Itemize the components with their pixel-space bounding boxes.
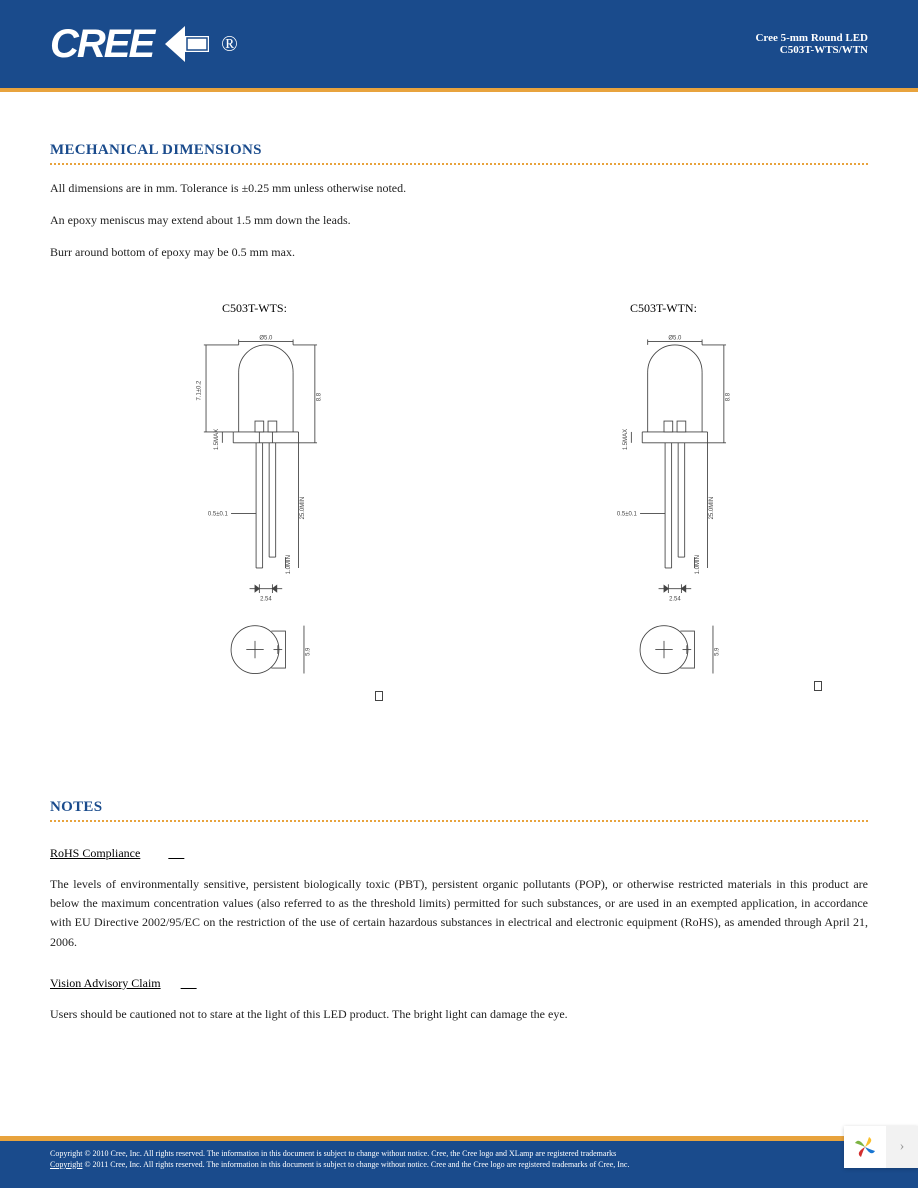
header-title-1: Cree 5-mm Round LED: [755, 32, 868, 44]
logo-text: CREE: [50, 22, 153, 67]
dim-note-2: An epoxy meniscus may extend about 1.5 m…: [50, 211, 868, 229]
footer-line-2: Copyright © 2011 Cree, Inc. All rights r…: [50, 1160, 868, 1170]
svg-text:0.5±0.1: 0.5±0.1: [616, 512, 637, 518]
chevron-right-icon[interactable]: ›: [886, 1126, 918, 1168]
diagram-wtn: C503T-WTN:: [554, 301, 774, 709]
svg-text:2.54: 2.54: [669, 597, 681, 603]
notes-rohs-text: The levels of environmentally sensitive,…: [50, 875, 868, 952]
diagram-wts: C503T-WTS:: [145, 301, 365, 709]
footer-copyright: Copyright © 2010 Cree, Inc. All rights r…: [0, 1141, 918, 1188]
svg-text:1.0MIN: 1.0MIN: [694, 555, 700, 574]
svg-text:Ø5.0: Ø5.0: [668, 335, 682, 341]
logo-icon: [163, 24, 211, 64]
svg-text:25.0MIN: 25.0MIN: [708, 497, 714, 520]
page-footer: Copyright © 2010 Cree, Inc. All rights r…: [0, 1136, 918, 1188]
svg-text:5.9: 5.9: [305, 647, 311, 656]
marker-box: [814, 681, 822, 691]
corner-widget[interactable]: ›: [844, 1126, 918, 1168]
notes-vision-text: Users should be cautioned not to stare a…: [50, 1005, 868, 1023]
svg-text:1.5MAX: 1.5MAX: [214, 429, 220, 450]
section-title-notes: NOTES: [50, 799, 868, 822]
led-drawing-wtn: Ø5.0 8.8 1.5MAX 0.5±0.1 25.0MIN 1.0MIN: [554, 334, 774, 704]
svg-text:5.9: 5.9: [714, 647, 720, 656]
marker-box: [375, 691, 383, 701]
diagram-wts-label: C503T-WTS:: [145, 301, 365, 316]
page-content: MECHANICAL DIMENSIONS All dimensions are…: [0, 92, 918, 1087]
diagram-wtn-label: C503T-WTN:: [554, 301, 774, 316]
header-title-2: C503T-WTS/WTN: [755, 44, 868, 56]
led-drawing-wts: Ø5.0 8.8 7.1±0.2 1.5MAX: [145, 334, 365, 704]
notes-sub-rohs: RoHS Compliance: [50, 846, 140, 861]
diagrams-row: C503T-WTS:: [50, 301, 868, 709]
footer-link[interactable]: Copyright: [50, 1160, 82, 1169]
pinwheel-icon[interactable]: [844, 1126, 886, 1168]
svg-text:2.54: 2.54: [260, 597, 272, 603]
dim-note-1: All dimensions are in mm. Tolerance is ±…: [50, 179, 868, 197]
logo: CREE ®: [50, 22, 238, 67]
notes-sub-vision: Vision Advisory Claim: [50, 976, 161, 991]
footer-line-1: Copyright © 2010 Cree, Inc. All rights r…: [50, 1149, 868, 1159]
dim-note-3: Burr around bottom of epoxy may be 0.5 m…: [50, 243, 868, 261]
svg-text:8.8: 8.8: [316, 392, 322, 401]
header-product-info: Cree 5-mm Round LED C503T-WTS/WTN: [755, 32, 868, 56]
svg-text:1.0MIN: 1.0MIN: [285, 555, 291, 574]
page-header: CREE ® Cree 5-mm Round LED C503T-WTS/WTN: [0, 0, 918, 88]
svg-text:Ø5.0: Ø5.0: [259, 335, 273, 341]
section-title-dimensions: MECHANICAL DIMENSIONS: [50, 142, 868, 165]
svg-text:25.0MIN: 25.0MIN: [299, 497, 305, 520]
svg-text:1.5MAX: 1.5MAX: [623, 429, 629, 450]
svg-text:7.1±0.2: 7.1±0.2: [196, 380, 202, 401]
svg-text:8.8: 8.8: [725, 392, 731, 401]
svg-text:0.5±0.1: 0.5±0.1: [207, 512, 228, 518]
